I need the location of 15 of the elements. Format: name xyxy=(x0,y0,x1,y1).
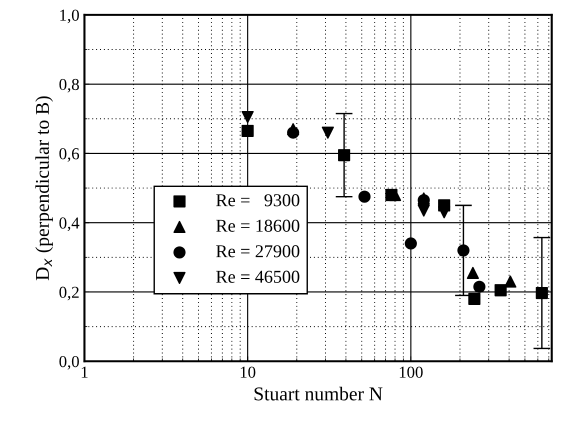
legend-label: Re = 18600 xyxy=(216,220,300,232)
x-tick-label: 1 xyxy=(82,366,88,378)
y-tick-label: 0,6 xyxy=(59,148,80,162)
x-tick-label: 10 xyxy=(240,366,256,378)
legend-label: Re = 46500 xyxy=(216,270,300,283)
y-axis-title: D$_{x}$ (perpendicular to B) xyxy=(35,96,53,280)
x-axis-title: Stuart number N xyxy=(254,386,382,400)
legend-label: Re = 27900 xyxy=(216,245,300,258)
legend-label: Re = 9300 xyxy=(216,194,300,206)
y-tick-label: 1,0 xyxy=(60,10,79,24)
y-tick-label: 0,0 xyxy=(59,356,79,370)
x-tick-label: 100 xyxy=(400,366,423,378)
y-tick-label: 0,8 xyxy=(59,78,79,92)
y-tick-label: 0,4 xyxy=(59,217,80,232)
y-tick-label: 0,2 xyxy=(59,286,79,300)
